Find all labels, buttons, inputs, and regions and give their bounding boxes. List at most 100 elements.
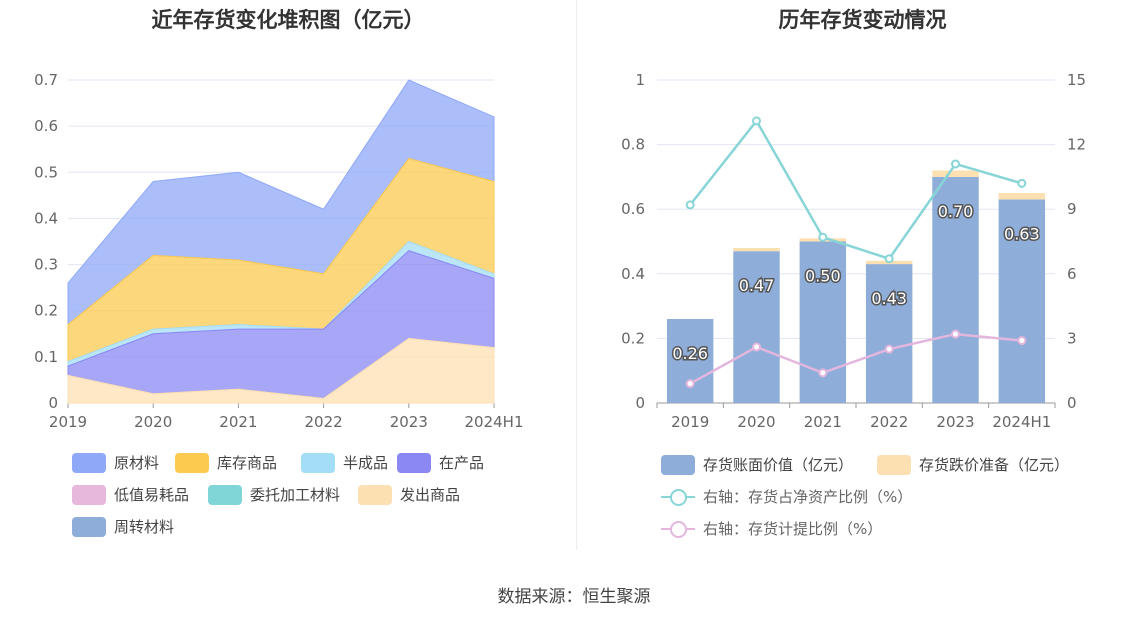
panel-divider <box>576 0 577 550</box>
right-x-tick-label: 2024H1 <box>992 413 1051 431</box>
right-y-tick-label: 0.4 <box>621 265 645 283</box>
right-x-tick-label: 2021 <box>804 413 842 431</box>
legend-label: 右轴：存货占净资产比例（%） <box>703 488 913 506</box>
left-x-tick-label: 2023 <box>390 413 428 431</box>
left-legend-item[interactable]: 发出商品 <box>358 484 460 505</box>
left-legend-item[interactable]: 周转材料 <box>72 516 174 537</box>
bar-line-chart: 0 0.2 0.4 0.6 0.8 1 0 3 6 9 12 15 2019 2020 2021 2022 20… <box>621 71 1086 431</box>
legend-label: 存货跌价准备（亿元） <box>919 456 1070 474</box>
left-y-tick-label: 0.1 <box>34 348 58 366</box>
data-source: 数据来源：恒生聚源 <box>497 587 651 607</box>
left-y-tick-label: 0.3 <box>34 256 58 274</box>
left-legend-item[interactable]: 库存商品 <box>175 452 277 473</box>
legend-marker <box>670 488 687 506</box>
legend-label: 低值易耗品 <box>114 486 190 504</box>
right-x-tick-label: 2023 <box>936 413 974 431</box>
legend-label: 委托加工材料 <box>250 486 341 504</box>
left-legend-item[interactable]: 低值易耗品 <box>72 484 189 505</box>
legend-swatch <box>661 519 695 539</box>
point-provision-ratio <box>752 342 761 352</box>
left-y-tick-label: 0 <box>48 394 58 412</box>
bar-impairment-provision <box>998 193 1046 200</box>
point-net-asset-ratio <box>1017 178 1027 188</box>
legend-swatch <box>661 487 695 507</box>
legend-label: 发出商品 <box>400 486 461 504</box>
right-y2-tick-label: 9 <box>1067 200 1077 218</box>
right-x-tick-label: 2019 <box>671 413 709 431</box>
line-provision-ratio <box>689 332 1022 385</box>
bar-impairment-provision <box>932 170 979 177</box>
legend-swatch <box>208 484 242 505</box>
right-legend-item[interactable]: 右轴：存货占净资产比例（%） <box>661 486 912 507</box>
right-legend-item[interactable]: 右轴：存货计提比例（%） <box>661 518 882 539</box>
left-x-tick-label: 2020 <box>134 413 172 431</box>
legend-swatch <box>72 452 106 473</box>
bar-data-label: 0.26 <box>672 344 708 363</box>
left-legend-item[interactable]: 在产品 <box>397 452 484 473</box>
left-x-tick-label: 2024H1 <box>465 413 524 431</box>
bar-impairment-provision <box>733 247 780 252</box>
legend-label: 存货账面价值（亿元） <box>703 456 854 474</box>
point-net-asset-ratio <box>685 200 695 210</box>
bar-inventory-value <box>666 319 714 403</box>
bar-inventory-value <box>733 251 780 403</box>
right-y-tick-label: 0 <box>635 394 645 412</box>
right-y2-tick-label: 15 <box>1067 71 1086 89</box>
right-x-tick-label: 2022 <box>870 413 908 431</box>
left-legend-item[interactable]: 半成品 <box>301 452 388 473</box>
right-y-tick-label: 0.2 <box>621 329 645 347</box>
bar-inventory-value <box>998 199 1046 403</box>
left-legend-item[interactable]: 原材料 <box>72 452 159 473</box>
left-y-tick-label: 0.5 <box>34 163 58 181</box>
legend-swatch <box>358 484 392 505</box>
legend-swatch <box>72 484 106 505</box>
left-y-tick-label: 0.2 <box>34 302 58 320</box>
stacked-area-chart: 0 0.1 0.2 0.3 0.4 0.5 0.6 0.7 2019 2020 2021 2022 20… <box>34 71 524 431</box>
point-provision-ratio <box>1017 336 1027 346</box>
point-provision-ratio <box>685 379 695 389</box>
point-provision-ratio <box>818 368 828 378</box>
point-provision-ratio <box>951 329 960 339</box>
right-y2-tick-label: 6 <box>1067 265 1077 283</box>
left-x-tick-label: 2022 <box>305 413 343 431</box>
left-x-tick-label: 2019 <box>49 413 87 431</box>
right-legend-item[interactable]: 存货账面价值（亿元） <box>661 454 853 475</box>
bar-data-label: 0.47 <box>739 276 775 295</box>
line-net-asset-ratio <box>689 118 1023 261</box>
legend-label: 右轴：存货计提比例（%） <box>703 520 883 538</box>
bar-data-label: 0.43 <box>871 289 907 308</box>
bar-line-chart-panel: 历年存货变动情况 0 0.2 0.4 0.6 0.8 1 0 3 6 9 12 15 2019 2020 2… <box>577 0 1148 550</box>
right-y2-tick-label: 3 <box>1067 329 1077 347</box>
right-legend: 存货账面价值（亿元） 存货跌价准备（亿元） 右轴：存货占净资产比例（%） 右轴：存货计… <box>577 0 1148 550</box>
right-y-tick-label: 1 <box>635 71 645 89</box>
point-net-asset-ratio <box>818 232 828 242</box>
legend-swatch <box>175 452 209 473</box>
legend-swatch <box>661 454 695 475</box>
right-chart-title: 历年存货变动情况 <box>778 8 947 32</box>
point-provision-ratio <box>884 344 894 354</box>
legend-swatch <box>72 516 106 537</box>
bar-inventory-value <box>865 264 913 403</box>
legend-swatch <box>877 454 911 475</box>
legend-swatch <box>301 452 335 473</box>
legend-swatch <box>397 452 431 473</box>
legend-marker <box>670 520 687 538</box>
right-y2-tick-label: 0 <box>1067 394 1077 412</box>
legend-label: 在产品 <box>439 454 485 472</box>
left-x-tick-label: 2021 <box>219 413 257 431</box>
bar-data-label: 0.70 <box>938 202 974 221</box>
right-x-tick-label: 2020 <box>737 413 775 431</box>
point-net-asset-ratio <box>951 159 960 169</box>
bar-data-label: 0.63 <box>1004 225 1040 244</box>
legend-label: 周转材料 <box>114 518 175 536</box>
point-net-asset-ratio <box>884 254 894 264</box>
right-legend-item[interactable]: 存货跌价准备（亿元） <box>877 454 1069 475</box>
legend-label: 原材料 <box>114 454 160 472</box>
left-chart-title: 近年存货变化堆积图（亿元） <box>151 8 425 32</box>
left-y-tick-label: 0.4 <box>34 209 58 227</box>
right-y2-tick-label: 12 <box>1067 136 1086 154</box>
area-发出商品 <box>67 337 495 404</box>
stacked-area-chart-panel: 近年存货变化堆积图（亿元） 0 0.1 0.2 0.3 0.4 0.5 0.6 0.7 2019… <box>0 0 576 550</box>
bar-data-label: 0.50 <box>805 267 841 286</box>
left-legend-item[interactable]: 委托加工材料 <box>208 484 340 505</box>
